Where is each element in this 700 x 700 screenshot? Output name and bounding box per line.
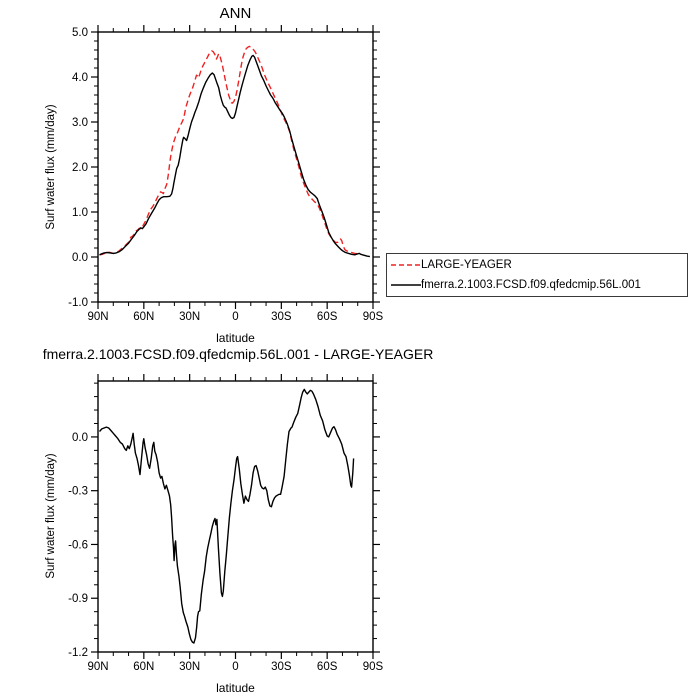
series-line-solid (98, 388, 355, 644)
y-tick-label: 0.0 (72, 432, 88, 444)
y-tick-label: 4.0 (72, 72, 88, 84)
y-tick-label: 3.0 (72, 117, 88, 129)
series-line-solid (99, 54, 371, 258)
legend-entry-model: fmerra.2.1003.FCSD.f09.qfedcmip.56L.001 (387, 275, 687, 295)
y-tick-label: 2.0 (72, 162, 88, 174)
y-tick-label: 5.0 (72, 27, 88, 39)
top-x-axis-label: latitude (216, 331, 255, 345)
x-tick-label: 30N (179, 661, 200, 673)
y-tick-label: -0.9 (68, 593, 88, 605)
legend-black-solid-line-sample (391, 284, 421, 287)
top-chart: 90N 60N 30N 0 30S 60S 90S 5.0 4.0 3.0 2.0 1.0 0.0 -1.… (68, 25, 384, 323)
y-tick-label: -1.0 (68, 297, 88, 309)
x-tick-label: 90S (363, 311, 384, 323)
plot-frame (97, 380, 374, 653)
series-line-dashed (99, 45, 358, 256)
legend-red-dashed-line-sample (391, 263, 421, 266)
y-tick-label: -0.3 (68, 486, 88, 498)
top-chart-title: ANN (219, 5, 252, 22)
bottom-chart: 90N 60N 30N 0 30S 60S 90S 0.0 -0.3 -0.6 -0.9 -1.2 (68, 374, 384, 673)
y-tick-label: -0.6 (68, 539, 88, 551)
y-tick-label: 0.0 (72, 252, 88, 264)
x-tick-label: 60N (133, 311, 154, 323)
bottom-y-axis-label: Surf water flux (mm/day) (45, 453, 57, 579)
x-tick-label: 60N (133, 661, 154, 673)
top-y-axis-label: Surf water flux (mm/day) (45, 104, 57, 230)
x-tick-label: 90N (87, 311, 108, 323)
legend-label-model: fmerra.2.1003.FCSD.f09.qfedcmip.56L.001 (421, 279, 641, 292)
x-tick-label: 90S (363, 661, 384, 673)
x-tick-label: 30S (271, 311, 292, 323)
y-tick-label: 1.0 (72, 207, 88, 219)
x-tick-label: 0 (232, 311, 238, 323)
bottom-chart-title: fmerra.2.1003.FCSD.f09.qfedcmip.56L.001 … (42, 346, 434, 362)
y-tick-label: -1.2 (68, 647, 88, 659)
bottom-x-axis-label: latitude (216, 681, 255, 695)
x-tick-label: 90N (87, 661, 108, 673)
legend-label-large-yeager: LARGE-YEAGER (421, 258, 512, 271)
x-tick-label: 30S (271, 661, 292, 673)
legend-box: LARGE-YEAGER fmerra.2.1003.FCSD.f09.qfed… (386, 253, 688, 297)
x-tick-label: 30N (179, 311, 200, 323)
legend-entry-large-yeager: LARGE-YEAGER (387, 255, 687, 275)
x-tick-label: 60S (317, 311, 338, 323)
x-tick-label: 0 (232, 661, 238, 673)
plot-frame (97, 31, 374, 303)
x-tick-label: 60S (317, 661, 338, 673)
